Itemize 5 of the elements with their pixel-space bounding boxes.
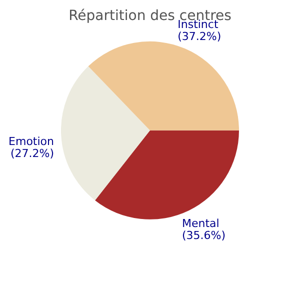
slice-label: Emotion [8,135,54,148]
slice-label: Mental [182,216,220,230]
data-label: (35.6%) [182,228,226,242]
data-label: (37.2%) [178,30,222,43]
data-label: (27.2%) [10,147,54,160]
